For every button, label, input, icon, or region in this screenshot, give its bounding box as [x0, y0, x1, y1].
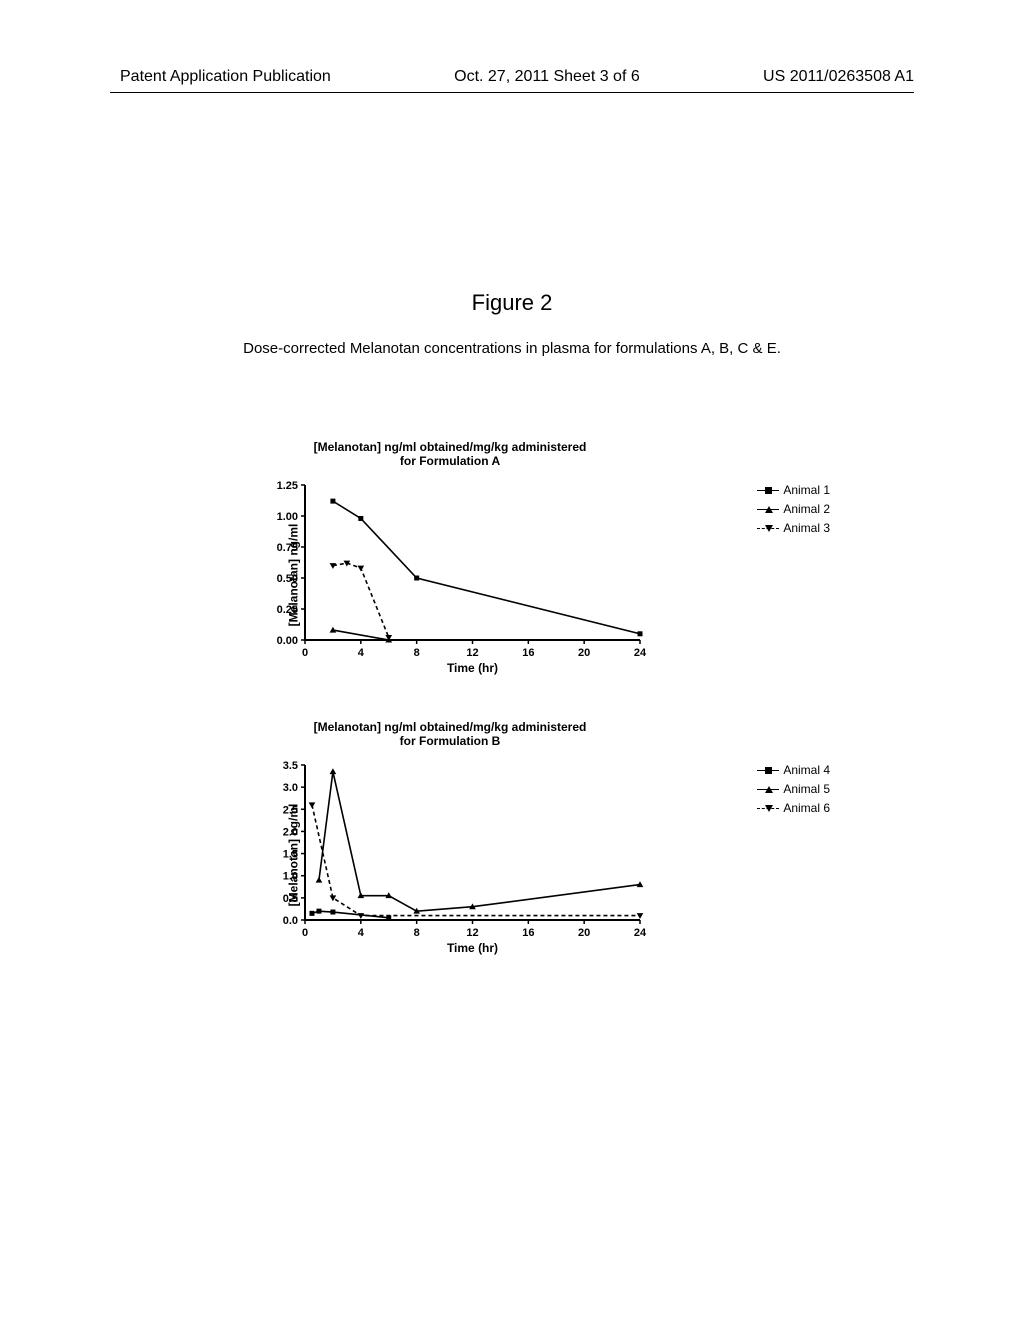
chart-a-title: [Melanotan] ng/ml obtained/mg/kg adminis…	[290, 440, 610, 469]
legend-label: Animal 6	[783, 799, 830, 818]
chart-a-ylabel: [Melanotan] ng/ml	[286, 523, 300, 626]
svg-text:20: 20	[578, 647, 590, 659]
legend-line-icon	[757, 509, 779, 510]
legend-item: Animal 3	[757, 519, 830, 538]
legend-label: Animal 4	[783, 761, 830, 780]
svg-text:0.00: 0.00	[277, 635, 298, 647]
chart-formulation-a: [Melanotan] ng/ml obtained/mg/kg adminis…	[250, 440, 790, 675]
chart-formulation-b: [Melanotan] ng/ml obtained/mg/kg adminis…	[250, 720, 790, 955]
legend-line-icon	[757, 789, 779, 790]
legend-label: Animal 3	[783, 519, 830, 538]
triangle-marker-icon	[765, 786, 773, 793]
legend-line-icon	[757, 490, 779, 491]
svg-text:24: 24	[634, 647, 647, 659]
svg-text:1.00: 1.00	[277, 511, 298, 523]
chart-b-title: [Melanotan] ng/ml obtained/mg/kg adminis…	[290, 720, 610, 749]
svg-text:Time (hr): Time (hr)	[447, 941, 498, 955]
figure-title: Figure 2	[0, 290, 1024, 316]
header-rule	[110, 92, 914, 93]
legend-item: Animal 4	[757, 761, 830, 780]
figure-caption: Dose-corrected Melanotan concentrations …	[0, 340, 1024, 357]
svg-text:4: 4	[358, 927, 365, 939]
chart-a-title-line2: for Formulation A	[400, 454, 500, 468]
svg-text:Time (hr): Time (hr)	[447, 661, 498, 675]
square-marker-icon	[765, 767, 772, 774]
svg-text:16: 16	[522, 647, 534, 659]
svg-text:8: 8	[414, 647, 420, 659]
header-left: Patent Application Publication	[120, 68, 331, 86]
legend-line-icon	[757, 770, 779, 771]
svg-text:4: 4	[358, 647, 365, 659]
svg-text:12: 12	[466, 927, 478, 939]
legend-label: Animal 2	[783, 500, 830, 519]
legend-label: Animal 5	[783, 780, 830, 799]
legend-item: Animal 5	[757, 780, 830, 799]
down-triangle-marker-icon	[765, 805, 773, 812]
chart-b-area: [Melanotan] ng/ml 0.00.51.01.52.02.53.03…	[250, 755, 790, 955]
triangle-marker-icon	[765, 506, 773, 513]
down-triangle-marker-icon	[765, 525, 773, 532]
legend-item: Animal 2	[757, 500, 830, 519]
svg-text:3.5: 3.5	[283, 760, 298, 772]
chart-b-title-line1: [Melanotan] ng/ml obtained/mg/kg adminis…	[314, 720, 587, 734]
svg-text:3.0: 3.0	[283, 782, 298, 794]
chart-a-legend: Animal 1 Animal 2 Animal 3	[757, 481, 830, 539]
svg-text:24: 24	[634, 927, 647, 939]
legend-label: Animal 1	[783, 481, 830, 500]
chart-b-ylabel: [Melanotan] ng/ml	[286, 803, 300, 906]
chart-b-legend: Animal 4 Animal 5 Animal 6	[757, 761, 830, 819]
page-header: Patent Application Publication Oct. 27, …	[0, 68, 1024, 86]
svg-text:8: 8	[414, 927, 420, 939]
chart-a-title-line1: [Melanotan] ng/ml obtained/mg/kg adminis…	[314, 440, 587, 454]
svg-text:12: 12	[466, 647, 478, 659]
svg-text:0: 0	[302, 647, 308, 659]
header-right: US 2011/0263508 A1	[763, 68, 914, 86]
svg-text:16: 16	[522, 927, 534, 939]
square-marker-icon	[765, 487, 772, 494]
legend-item: Animal 1	[757, 481, 830, 500]
chart-b-svg: 0.00.51.01.52.02.53.03.504812162024Time …	[250, 755, 650, 955]
svg-text:0: 0	[302, 927, 308, 939]
legend-line-icon	[757, 528, 779, 529]
svg-text:1.25: 1.25	[277, 480, 298, 492]
legend-item: Animal 6	[757, 799, 830, 818]
header-center: Oct. 27, 2011 Sheet 3 of 6	[454, 68, 640, 86]
chart-a-svg: 0.000.250.500.751.001.2504812162024Time …	[250, 475, 650, 675]
chart-a-area: [Melanotan] ng/ml 0.000.250.500.751.001.…	[250, 475, 790, 675]
legend-line-icon	[757, 808, 779, 809]
svg-text:20: 20	[578, 927, 590, 939]
svg-text:0.0: 0.0	[283, 915, 298, 927]
chart-b-title-line2: for Formulation B	[400, 734, 501, 748]
